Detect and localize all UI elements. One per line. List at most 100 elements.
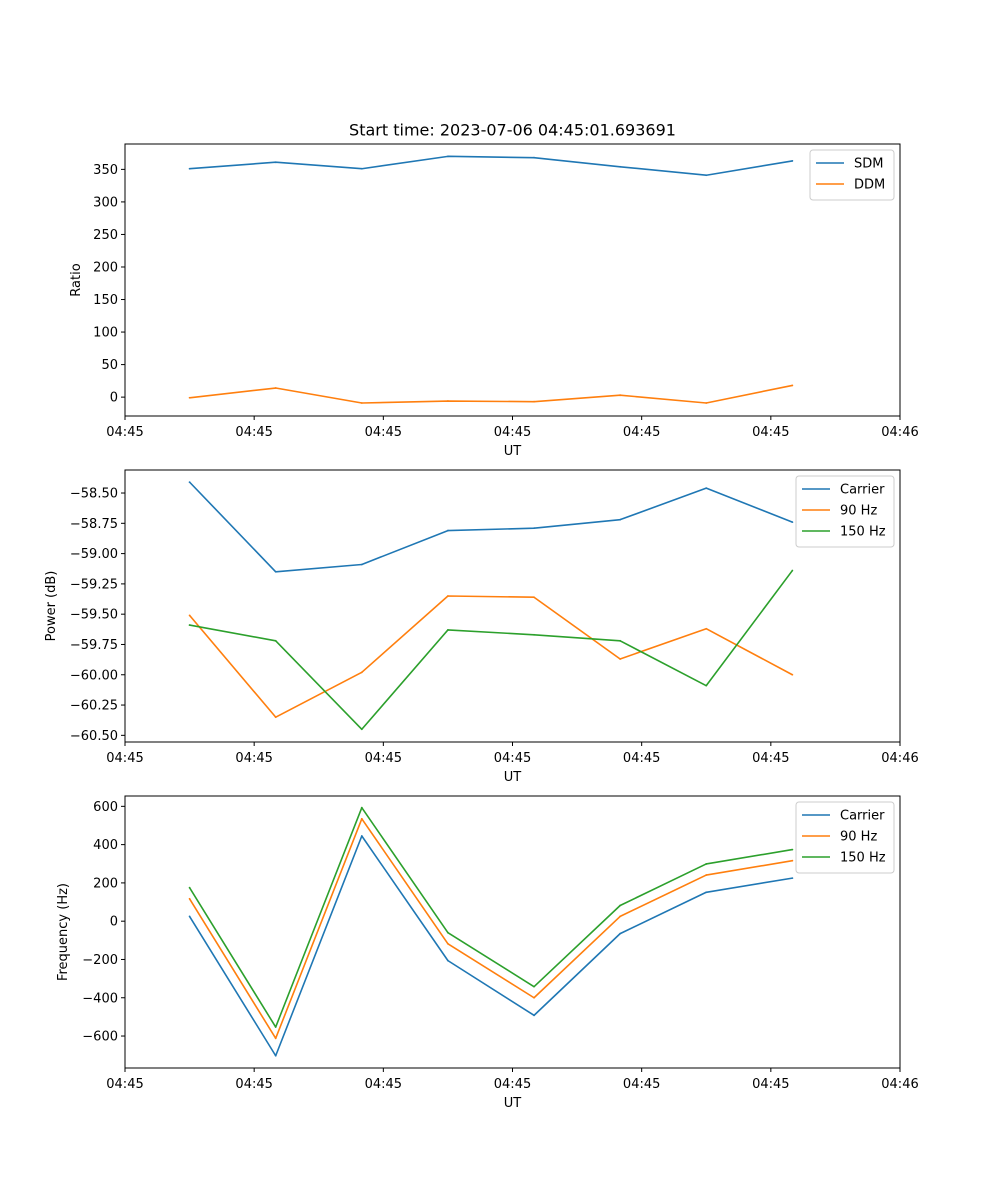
data-point xyxy=(791,384,794,387)
y-tick-label: −400 xyxy=(82,991,118,1006)
y-tick-label: −200 xyxy=(82,953,118,968)
data-point xyxy=(188,614,191,617)
data-point xyxy=(360,402,363,404)
x-tick-label: 04:45 xyxy=(752,425,789,440)
y-tick-label: −58.75 xyxy=(70,517,118,532)
data-point xyxy=(447,400,449,402)
x-tick-label: 04:45 xyxy=(235,425,272,440)
data-point xyxy=(791,673,794,676)
data-point xyxy=(619,932,622,935)
data-point xyxy=(705,874,708,876)
legend-label: 150 Hz xyxy=(840,525,886,540)
data-point xyxy=(188,167,191,170)
y-tick-label: −60.25 xyxy=(70,699,118,714)
data-point xyxy=(619,639,622,642)
data-point xyxy=(274,161,277,164)
x-tick-label: 04:45 xyxy=(623,751,660,766)
x-tick-label: 04:46 xyxy=(881,1077,918,1092)
x-tick-label: 04:45 xyxy=(752,1077,789,1092)
legend-label: 90 Hz xyxy=(840,504,877,519)
x-tick-label: 04:45 xyxy=(365,425,402,440)
y-axis-label: Ratio xyxy=(69,263,84,296)
data-point xyxy=(274,1054,277,1057)
data-point xyxy=(533,996,535,999)
x-tick-label: 04:45 xyxy=(106,425,143,440)
data-point xyxy=(447,931,449,934)
data-point xyxy=(619,518,622,521)
data-point xyxy=(360,817,363,820)
x-tick-label: 04:46 xyxy=(881,751,918,766)
data-point xyxy=(791,569,794,572)
data-point xyxy=(533,633,535,636)
y-tick-label: 400 xyxy=(93,838,118,853)
data-point xyxy=(619,915,622,918)
y-tick-label: −59.00 xyxy=(70,547,118,562)
power-panel: 04:45 04:45 04:45 04:45 04:45 04:45 04:46 −60.5… xyxy=(44,469,919,785)
data-point xyxy=(705,402,708,404)
y-tick-label: 250 xyxy=(93,228,118,243)
series-line-90-hz xyxy=(188,817,793,1040)
legend-label: Carrier xyxy=(840,809,885,824)
axes-frame xyxy=(124,469,901,743)
data-point xyxy=(360,835,363,837)
data-point xyxy=(188,396,191,399)
y-tick-label: 150 xyxy=(93,293,118,308)
x-tick-label: 04:45 xyxy=(752,751,789,766)
figure-title: Start time: 2023-07-06 04:45:01.693691 xyxy=(349,121,676,140)
data-point xyxy=(791,848,794,851)
y-axis-label: Power (dB) xyxy=(44,571,59,642)
x-tick-label: 04:45 xyxy=(494,1077,531,1092)
data-point xyxy=(533,400,535,403)
data-point xyxy=(188,481,191,484)
y-tick-label: −59.75 xyxy=(70,638,118,653)
data-point xyxy=(447,529,449,532)
data-point xyxy=(274,716,277,719)
data-point xyxy=(188,624,191,626)
data-point xyxy=(791,877,794,880)
data-point xyxy=(360,806,363,809)
data-point xyxy=(188,915,191,918)
x-tick-label: 04:45 xyxy=(494,425,531,440)
legend-label: SDM xyxy=(854,157,883,172)
data-point xyxy=(274,1026,277,1028)
series-line-ddm xyxy=(189,384,793,404)
data-point xyxy=(705,627,708,630)
data-point xyxy=(705,891,708,894)
data-point xyxy=(791,521,794,523)
x-tick-label: 04:45 xyxy=(235,751,272,766)
data-point xyxy=(619,394,622,397)
y-tick-label: 50 xyxy=(101,358,118,373)
series-line-150-hz xyxy=(189,570,794,731)
legend-label: DDM xyxy=(854,178,885,193)
data-point xyxy=(619,904,622,907)
y-tick-label: −60.50 xyxy=(70,729,118,744)
data-point xyxy=(533,527,535,530)
data-point xyxy=(533,156,535,159)
x-tick-label: 04:45 xyxy=(106,1077,143,1092)
axes-frame xyxy=(124,795,901,1069)
data-point xyxy=(447,959,449,962)
x-axis-label: UT xyxy=(504,444,522,459)
data-point xyxy=(274,570,277,573)
data-point xyxy=(274,639,277,642)
y-tick-label: −58.50 xyxy=(70,487,118,502)
legend-box xyxy=(795,475,895,548)
data-point xyxy=(447,942,449,945)
data-point xyxy=(791,859,794,862)
data-point xyxy=(447,595,449,597)
legend-label: Carrier xyxy=(840,483,885,498)
y-tick-label: −60.00 xyxy=(70,668,118,683)
legend-label: 150 Hz xyxy=(840,851,886,866)
x-tick-label: 04:45 xyxy=(494,751,531,766)
y-tick-label: 600 xyxy=(93,800,118,815)
data-point xyxy=(274,1037,277,1040)
x-tick-label: 04:45 xyxy=(106,751,143,766)
y-tick-label: 100 xyxy=(93,326,118,341)
data-point xyxy=(533,1014,535,1017)
data-point xyxy=(188,897,191,900)
data-point xyxy=(447,629,449,631)
data-point xyxy=(619,165,622,168)
x-tick-label: 04:45 xyxy=(365,1077,402,1092)
legend-label: 90 Hz xyxy=(840,830,877,845)
